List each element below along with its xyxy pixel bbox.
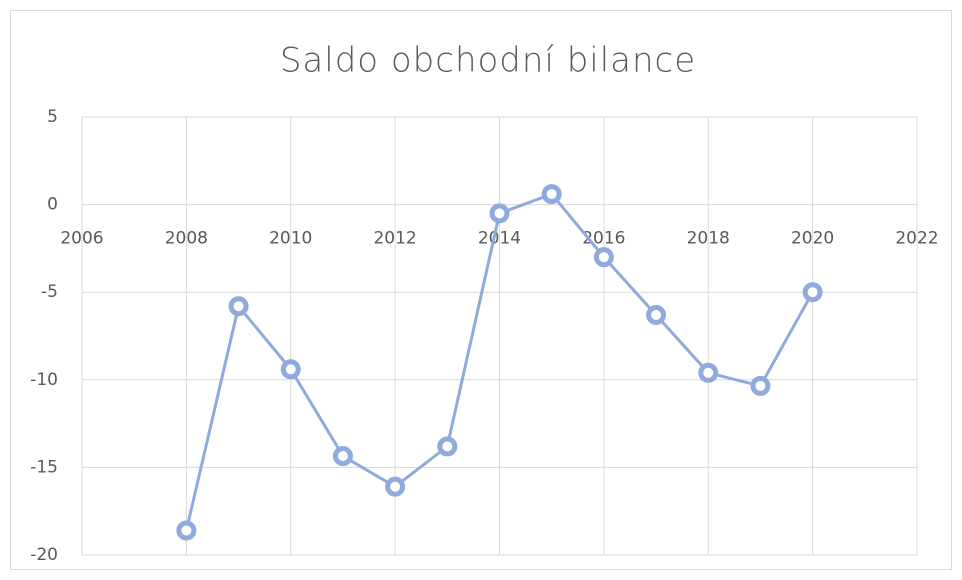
marker: [750, 375, 771, 396]
x-tick-label: 2014: [478, 229, 521, 249]
marker: [228, 296, 249, 317]
marker: [385, 476, 406, 497]
y-tick-label: -20: [30, 545, 58, 565]
y-tick-label: 0: [47, 195, 58, 215]
marker: [280, 359, 301, 380]
marker: [176, 520, 197, 541]
marker: [593, 247, 614, 268]
x-tick-label: 2006: [60, 229, 103, 249]
marker: [437, 436, 458, 457]
y-tick-label: 5: [47, 107, 58, 127]
x-tick-label: 2018: [687, 229, 730, 249]
y-tick-label: -10: [30, 370, 58, 390]
y-tick-label: -5: [41, 282, 58, 302]
x-tick-label: 2008: [165, 229, 208, 249]
chart-title: Saldo obchodní bilance: [280, 41, 696, 81]
marker: [541, 184, 562, 205]
marker: [646, 304, 667, 325]
x-tick-label: 2010: [269, 229, 312, 249]
marker: [698, 362, 719, 383]
marker: [489, 203, 510, 224]
marker: [802, 282, 823, 303]
y-tick-label: -15: [30, 457, 58, 477]
marker: [332, 446, 353, 467]
x-tick-label: 2012: [373, 229, 416, 249]
x-tick-label: 2022: [895, 229, 938, 249]
x-tick-label: 2020: [791, 229, 834, 249]
